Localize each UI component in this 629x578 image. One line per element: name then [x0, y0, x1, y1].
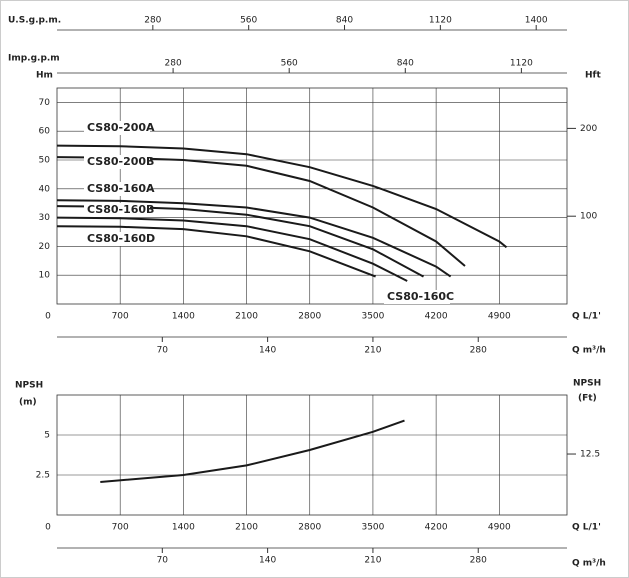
y-axis-label: Hm — [36, 71, 53, 81]
secondary-tick-label: 140 — [259, 346, 276, 356]
y2-axis-label: Hft — [585, 71, 601, 81]
secondary-tick-label: 1120 — [510, 59, 533, 69]
y2-axis-unit: (Ft) — [578, 394, 597, 404]
curve — [56, 225, 376, 278]
x-tick-label: 0 — [45, 312, 51, 322]
secondary-tick-label: 280 — [144, 16, 161, 26]
x-tick-label: 2100 — [235, 312, 258, 322]
series-label: CS80-200A — [87, 121, 155, 134]
secondary-tick-label: 280 — [470, 556, 487, 566]
curve — [56, 216, 408, 282]
y-tick-label: 30 — [39, 213, 51, 223]
x-tick-label: 700 — [112, 523, 129, 533]
x-axis-label: Q L/1' — [572, 523, 601, 533]
y2-axis-label: NPSH — [573, 379, 601, 389]
x-tick-label: 2800 — [298, 523, 321, 533]
plot-area — [56, 87, 568, 305]
x-tick-label: 0 — [45, 523, 51, 533]
curve — [56, 144, 508, 249]
secondary-tick-label: 840 — [336, 16, 353, 26]
secondary-tick-label: 70 — [157, 556, 169, 566]
curve — [100, 419, 405, 483]
secondary-axis-label: Imp.g.p.m — [8, 54, 60, 64]
x-tick-label: 4900 — [488, 312, 511, 322]
secondary-tick-label: 1400 — [525, 16, 548, 26]
series-label-bg — [84, 232, 150, 246]
secondary-tick-label: 560 — [240, 16, 257, 26]
secondary-tick-label: 560 — [281, 59, 298, 69]
y-tick-label: 70 — [39, 98, 51, 108]
y-tick-label: 20 — [39, 242, 51, 252]
curve — [56, 199, 452, 278]
secondary-tick-label: 70 — [157, 346, 169, 356]
x-tick-label: 3500 — [361, 312, 384, 322]
y-tick-label: 5 — [44, 431, 50, 441]
x-tick-label: 4200 — [425, 523, 448, 533]
y-axis-unit: (m) — [19, 398, 37, 408]
series-label-bg — [384, 290, 450, 304]
y-tick-label: 2.5 — [36, 471, 50, 481]
secondary-tick-label: 210 — [364, 346, 381, 356]
series-label-bg — [84, 155, 150, 169]
y-tick-label: 60 — [39, 127, 51, 137]
y-tick-label: 10 — [39, 271, 51, 281]
series-label-bg — [84, 203, 150, 217]
plot-area — [56, 394, 568, 516]
x-tick-label: 700 — [112, 312, 129, 322]
y-tick-label: 40 — [39, 184, 51, 194]
x-axis-label: Q L/1' — [572, 312, 601, 322]
secondary-tick-label: 280 — [165, 59, 182, 69]
secondary-axis-label: Q m³/h — [572, 559, 606, 569]
series-label: CS80-160B — [87, 203, 154, 216]
x-tick-label: 4900 — [488, 523, 511, 533]
series-label-bg — [84, 121, 150, 135]
x-tick-label: 2800 — [298, 312, 321, 322]
x-tick-label: 3500 — [361, 523, 384, 533]
secondary-tick-label: 210 — [364, 556, 381, 566]
x-tick-label: 1400 — [172, 523, 195, 533]
secondary-tick-label: 840 — [397, 59, 414, 69]
secondary-tick-label: 280 — [470, 346, 487, 356]
series-label: CS80-160A — [87, 182, 155, 195]
secondary-tick-label: 140 — [259, 556, 276, 566]
x-tick-label: 4200 — [425, 312, 448, 322]
secondary-axis-label: Q m³/h — [572, 346, 606, 356]
secondary-axis-label: U.S.g.p.m. — [8, 16, 61, 26]
y2-tick-label: 200 — [580, 124, 597, 134]
y2-tick-label: 12.5 — [580, 450, 600, 460]
y-tick-label: 50 — [39, 156, 51, 166]
series-label: CS80-160C — [387, 290, 454, 303]
x-tick-label: 1400 — [172, 312, 195, 322]
series-label: CS80-160D — [87, 232, 155, 245]
series-label-bg — [84, 182, 150, 196]
x-tick-label: 2100 — [235, 523, 258, 533]
secondary-tick-label: 1120 — [429, 16, 452, 26]
y2-tick-label: 100 — [580, 212, 597, 222]
series-label: CS80-200B — [87, 155, 154, 168]
y-axis-label: NPSH — [15, 381, 43, 391]
